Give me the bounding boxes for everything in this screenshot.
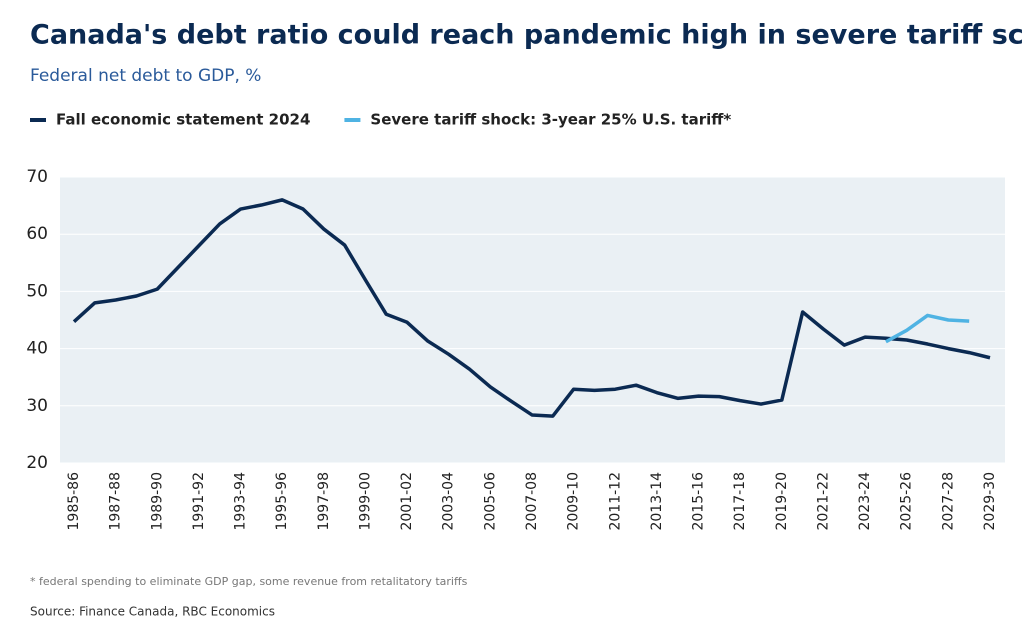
x-tick-label: 2015-16 <box>691 472 707 531</box>
series-line <box>72 198 991 418</box>
y-tick-label: 70 <box>26 167 48 187</box>
x-tick-label: 2007-08 <box>524 472 540 531</box>
x-tick-label: 1999-00 <box>357 472 373 531</box>
x-tick-label: 2017-18 <box>732 472 748 531</box>
x-tick-label: 2005-06 <box>482 472 498 531</box>
legend-label: Fall economic statement 2024 <box>56 111 310 129</box>
chart-subtitle: Federal net debt to GDP, % <box>30 66 261 86</box>
x-tick-label: 2001-02 <box>399 472 415 531</box>
y-tick-label: 30 <box>26 396 48 416</box>
y-tick-label: 20 <box>26 453 48 473</box>
x-tick-label: 1987-88 <box>108 472 124 531</box>
x-tick-label: 2009-10 <box>566 472 582 531</box>
x-tick-label: 2021-22 <box>815 472 831 531</box>
x-tick-label: 1995-96 <box>274 472 290 531</box>
x-tick-label: 1993-94 <box>233 472 249 531</box>
y-tick-label: 50 <box>26 281 48 301</box>
chart-title: Canada's debt ratio could reach pandemic… <box>30 20 1024 51</box>
x-tick-label: 2013-14 <box>649 472 665 531</box>
source: Source: Finance Canada, RBC Economics <box>30 605 275 619</box>
footnote: * federal spending to eliminate GDP gap,… <box>30 575 468 588</box>
plot-area <box>60 177 1005 463</box>
x-tick-label: 2003-04 <box>441 472 457 531</box>
x-tick-label: 2027-28 <box>940 472 956 531</box>
x-tick-label: 2023-24 <box>857 472 873 531</box>
series-line <box>885 313 970 344</box>
x-tick-label: 2029-30 <box>982 472 998 531</box>
legend-label: Severe tariff shock: 3-year 25% U.S. tar… <box>370 111 731 129</box>
x-tick-label: 2011-12 <box>607 472 623 531</box>
y-tick-label: 40 <box>26 339 48 359</box>
x-tick-label: 2019-20 <box>774 472 790 531</box>
x-tick-label: 1997-98 <box>316 472 332 531</box>
x-tick-label: 2025-26 <box>899 472 915 531</box>
x-tick-label: 1989-90 <box>149 472 165 531</box>
y-tick-label: 60 <box>26 224 48 244</box>
x-tick-label: 1985-86 <box>66 472 82 531</box>
x-tick-label: 1991-92 <box>191 472 207 531</box>
